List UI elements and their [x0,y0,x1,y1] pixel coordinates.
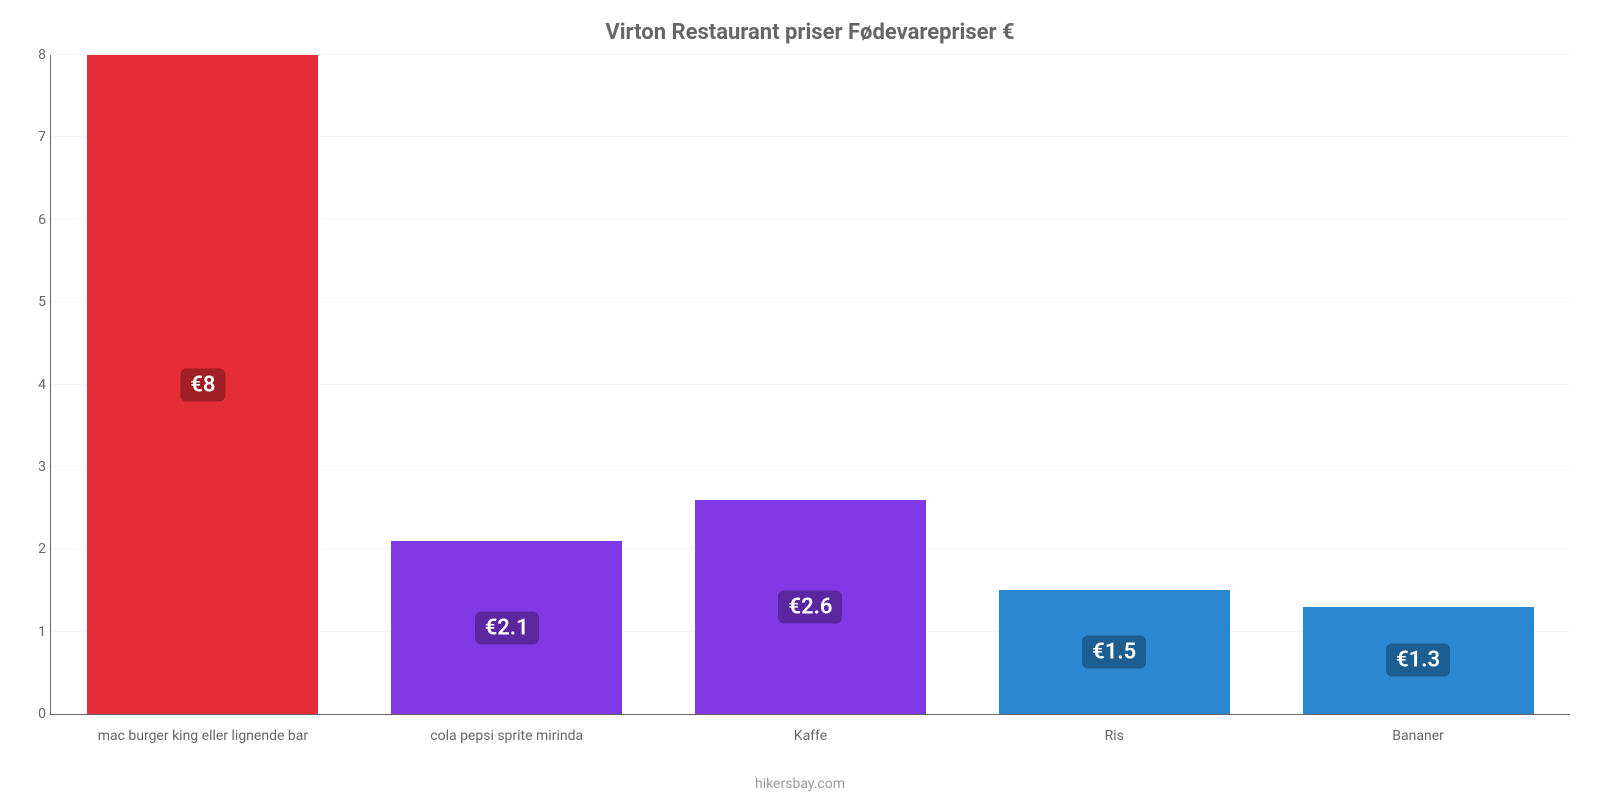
bar: €1.3 [1303,607,1534,714]
x-tick-label: cola pepsi sprite mirinda [355,728,659,744]
bar-slot: €1.5 [962,55,1266,714]
x-tick-label: Ris [962,728,1266,744]
y-tick-label: 5 [21,294,46,310]
bar-value-label: €2.1 [475,611,539,644]
bar-value-label: €8 [180,368,225,401]
y-axis: 012345678 [21,55,46,714]
x-tick-label: mac burger king eller lignende bar [51,728,355,744]
bar-slot: €8 [51,55,355,714]
y-tick-label: 7 [21,129,46,145]
bar-slot: €1.3 [1266,55,1570,714]
x-tick-label: Kaffe [659,728,963,744]
y-tick-label: 0 [21,706,46,722]
bar-value-label: €2.6 [779,590,843,623]
bar: €1.5 [999,590,1230,714]
bar-value-label: €1.5 [1082,636,1146,669]
bar: €2.6 [695,500,926,714]
bar-value-label: €1.3 [1386,644,1450,677]
y-tick-label: 2 [21,541,46,557]
y-tick-label: 6 [21,212,46,228]
chart-container: Virton Restaurant priser Fødevarepriser … [0,0,1600,800]
bars-area: €8 €2.1 €2.6 €1.5 €1.3 [51,55,1570,714]
bar-slot: €2.6 [659,55,963,714]
y-tick-label: 8 [21,47,46,63]
x-axis: mac burger king eller lignende barcola p… [51,728,1570,744]
chart-title: Virton Restaurant priser Fødevarepriser … [50,20,1570,45]
bar: €2.1 [391,541,622,714]
y-tick-label: 3 [21,459,46,475]
bar-slot: €2.1 [355,55,659,714]
plot-area: 012345678 €8€2.1€2.6€1.5€1.3 mac burger … [50,55,1570,715]
y-tick-label: 4 [21,377,46,393]
attribution-text: hikersbay.com [0,776,1600,792]
y-tick-label: 1 [21,624,46,640]
x-tick-label: Bananer [1266,728,1570,744]
bar: €8 [87,55,318,714]
